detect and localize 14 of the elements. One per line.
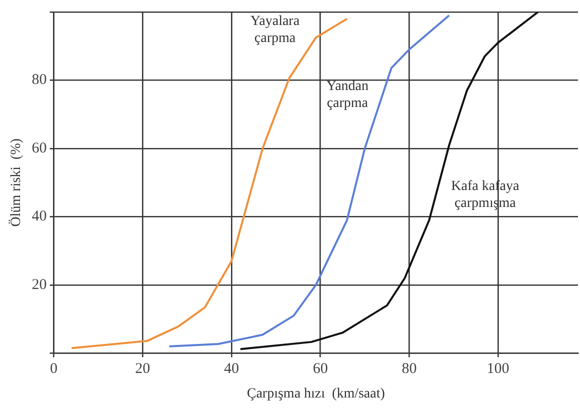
y-tick-label: 80 [32,72,47,88]
y-tick-label: 40 [32,208,47,225]
series-label: Yandan çarpma [326,79,369,112]
x-tick-label: 100 [486,361,510,378]
y-axis-title: Ölüm riski (%) [8,138,24,227]
x-tick-label: 20 [135,361,150,378]
x-tick-label: 80 [402,361,417,378]
x-tick-label: 40 [224,361,239,378]
series-label: Yayalara çarpma [250,14,300,46]
y-tick-label: 60 [32,140,47,156]
x-tick-label: 0 [50,361,58,378]
y-tick-label: 20 [32,276,47,293]
x-tick-label: 60 [312,361,328,378]
x-axis-title: Çarpışma hızı (km/saat) [246,386,386,402]
